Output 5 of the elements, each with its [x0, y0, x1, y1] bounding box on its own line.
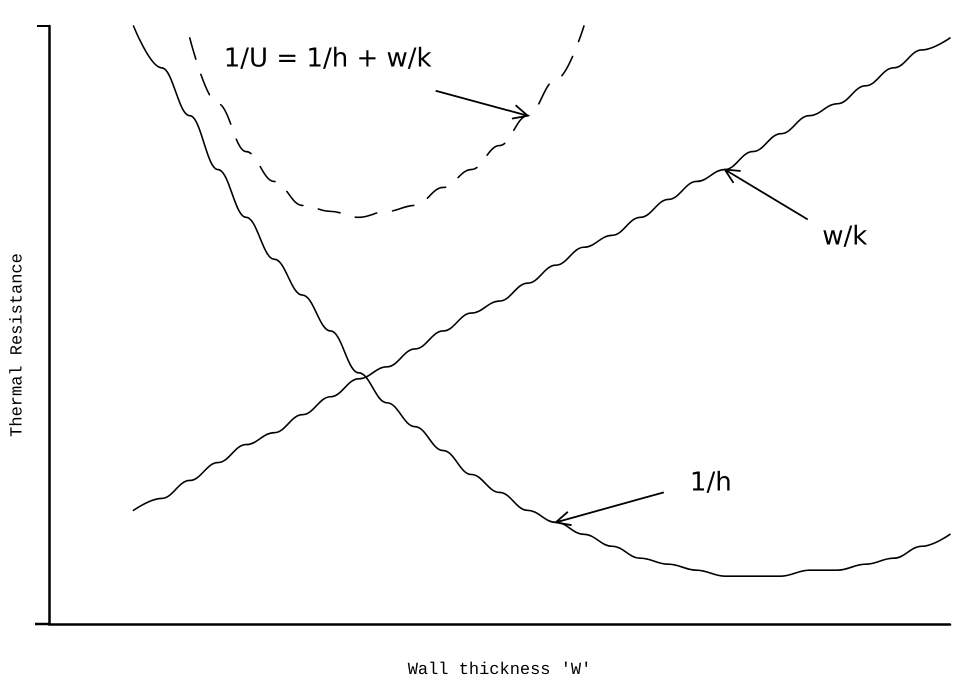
x-axis-title: Wall thickness 'W': [408, 661, 592, 680]
annotation: 1/U = 1/h + w/k: [224, 44, 432, 74]
annotation: 1/h: [690, 467, 732, 498]
annotation: w/k: [822, 222, 868, 252]
y-axis-title: Thermal Resistance: [8, 253, 28, 437]
